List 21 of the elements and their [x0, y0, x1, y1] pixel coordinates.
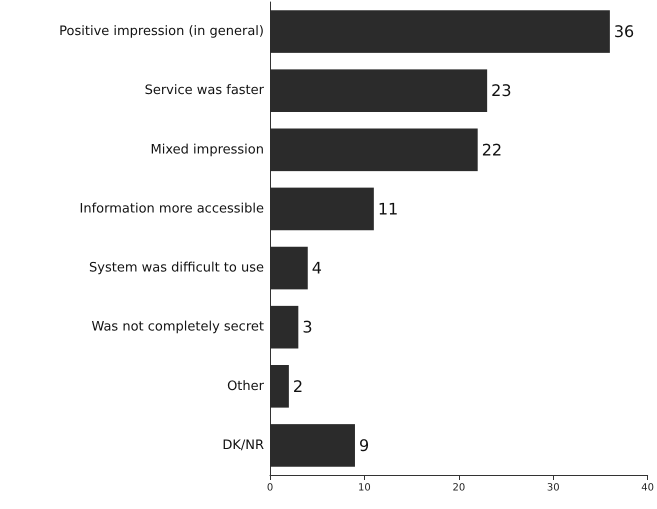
y-tick-label: Service was faster — [144, 83, 265, 98]
y-tick-label: Positive impression (in general) — [59, 24, 264, 40]
data-label: 22 — [482, 140, 502, 160]
data-label: 2 — [292, 376, 304, 396]
x-tick-label: 0 — [266, 482, 274, 494]
data-label: 11 — [378, 199, 398, 218]
y-tick-label: System was difficult to use — [89, 260, 264, 276]
y-tick-label: Other — [227, 378, 265, 394]
data-label: 3 — [302, 318, 313, 337]
data-label: 9 — [358, 436, 370, 455]
y-tick-label: Mixed impression — [150, 142, 264, 158]
data-label: 4 — [312, 258, 322, 278]
data-label: 36 — [614, 22, 634, 42]
y-tick-label: DK/NR — [222, 438, 264, 453]
x-tick-label: 20 — [452, 482, 466, 494]
x-tick-label: 40 — [641, 482, 654, 494]
data-label: 23 — [491, 81, 512, 100]
y-tick-label: Information more accessible — [80, 201, 264, 216]
x-tick-label: 30 — [546, 482, 560, 494]
x-tick-label: 10 — [358, 482, 371, 494]
y-tick-label: Was not completely secret — [91, 320, 264, 335]
